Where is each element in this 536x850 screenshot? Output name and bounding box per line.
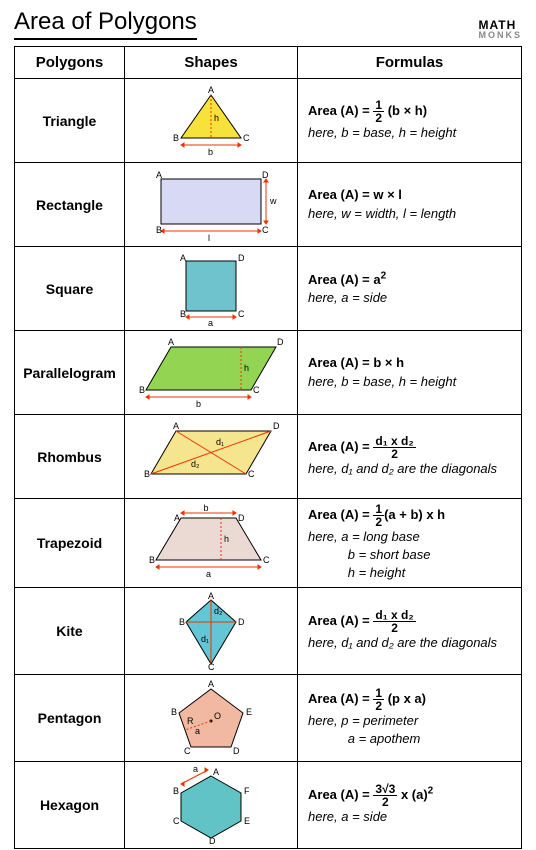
svg-text:R: R xyxy=(187,716,194,726)
svg-text:A: A xyxy=(168,337,174,347)
polygon-formula: Area (A) = 12 (b × h)here, b = base, h =… xyxy=(298,79,522,163)
svg-text:h: h xyxy=(214,113,219,123)
polygon-formula: Area (A) = a2here, a = side xyxy=(298,247,522,331)
table-row: Pentagon OaR A E D C B Area (A) = 12 (p x a)her… xyxy=(15,674,522,761)
svg-text:B: B xyxy=(179,617,185,627)
polygon-formula: Area (A) = d₁ x d₂2here, d₁ and d₂ are t… xyxy=(298,587,522,674)
svg-text:B: B xyxy=(173,133,179,143)
polygon-formula: Area (A) = 12(a + b) x hhere, a = long b… xyxy=(298,499,522,588)
polygon-shape: l w A D B C xyxy=(125,163,298,247)
svg-text:C: C xyxy=(238,309,245,319)
polygon-name: Kite xyxy=(15,587,125,674)
svg-text:b: b xyxy=(203,504,208,513)
svg-text:h: h xyxy=(244,363,249,373)
svg-text:O: O xyxy=(214,711,221,721)
svg-text:D: D xyxy=(238,253,245,263)
svg-text:B: B xyxy=(139,385,145,395)
svg-text:B: B xyxy=(173,786,179,796)
svg-text:B: B xyxy=(149,555,155,565)
polygon-name: Trapezoid xyxy=(15,499,125,588)
table-row: Kite d₂ d₁ A D B C Area (A) = d₁ x d₂2here, d₁ … xyxy=(15,587,522,674)
svg-text:d₂: d₂ xyxy=(191,459,200,469)
polygon-shape: a A D B C xyxy=(125,247,298,331)
polygon-name: Rhombus xyxy=(15,415,125,499)
polygon-formula: Area (A) = 3√32 x (a)2here, a = side xyxy=(298,761,522,848)
svg-text:C: C xyxy=(208,662,215,670)
table-row: Square a A D B C Area (A) = a2here, a = side xyxy=(15,247,522,331)
svg-text:B: B xyxy=(156,225,162,235)
svg-text:B: B xyxy=(180,309,186,319)
svg-text:D: D xyxy=(238,513,245,523)
svg-text:E: E xyxy=(246,707,252,717)
svg-text:D: D xyxy=(238,617,245,627)
svg-text:a: a xyxy=(206,569,211,579)
header-formulas: Formulas xyxy=(298,47,522,79)
svg-text:B: B xyxy=(171,707,177,717)
polygon-name: Parallelogram xyxy=(15,331,125,415)
page-title: Area of Polygons xyxy=(14,8,197,40)
table-row: Rectangle l w A D B C Area (A) = w × lhere, w =… xyxy=(15,163,522,247)
svg-text:A: A xyxy=(180,253,186,263)
svg-text:A: A xyxy=(208,85,214,95)
polygon-name: Triangle xyxy=(15,79,125,163)
polygon-name: Pentagon xyxy=(15,674,125,761)
svg-text:a: a xyxy=(195,726,200,736)
svg-text:A: A xyxy=(173,421,179,431)
table-row: Rhombus d₁ d₂ A D B C Area (A) = d₁ x d₂2here, … xyxy=(15,415,522,499)
svg-text:A: A xyxy=(208,592,214,601)
svg-text:D: D xyxy=(273,421,280,431)
svg-text:F: F xyxy=(244,786,250,796)
svg-text:d₂: d₂ xyxy=(214,606,223,616)
polygon-shape: OaR A E D C B xyxy=(125,674,298,761)
svg-text:a: a xyxy=(193,766,198,774)
polygon-formula: Area (A) = 12 (p x a)here, p = perimeter… xyxy=(298,674,522,761)
polygon-shape: h b A B C xyxy=(125,79,298,163)
svg-text:d₁: d₁ xyxy=(201,634,209,644)
svg-text:d₁: d₁ xyxy=(216,437,224,447)
polygon-table: Polygons Shapes Formulas Triangle h b A B C Ar… xyxy=(14,46,522,849)
svg-text:A: A xyxy=(174,513,180,523)
table-row: Triangle h b A B C Area (A) = 12 (b × h)here, … xyxy=(15,79,522,163)
polygon-shape: d₂ d₁ A D B C xyxy=(125,587,298,674)
polygon-formula: Area (A) = w × lhere, w = width, l = len… xyxy=(298,163,522,247)
table-row: Trapezoid b a h A D B C Area (A) = 12(a + b) x h… xyxy=(15,499,522,588)
svg-text:b: b xyxy=(196,399,201,409)
table-row: Parallelogram h b A D B C Area (A) = b × hhere,… xyxy=(15,331,522,415)
svg-text:D: D xyxy=(209,836,216,844)
svg-text:A: A xyxy=(208,679,214,689)
polygon-name: Rectangle xyxy=(15,163,125,247)
svg-text:D: D xyxy=(277,337,284,347)
svg-text:D: D xyxy=(233,746,240,756)
svg-text:w: w xyxy=(269,196,277,206)
svg-text:C: C xyxy=(173,816,180,826)
svg-text:b: b xyxy=(208,147,213,157)
polygon-shape: d₁ d₂ A D B C xyxy=(125,415,298,499)
svg-text:C: C xyxy=(184,746,191,756)
polygon-formula: Area (A) = b × hhere, b = base, h = heig… xyxy=(298,331,522,415)
svg-text:l: l xyxy=(208,233,210,242)
header-shapes: Shapes xyxy=(125,47,298,79)
svg-text:C: C xyxy=(248,469,255,479)
svg-text:a: a xyxy=(208,318,213,326)
svg-text:A: A xyxy=(156,170,162,180)
svg-text:D: D xyxy=(262,170,269,180)
polygon-shape: a A F E D C B xyxy=(125,761,298,848)
svg-text:C: C xyxy=(253,385,260,395)
table-row: Hexagon a A F E D C B Area (A) = 3√32 x (a)2here… xyxy=(15,761,522,848)
svg-text:B: B xyxy=(144,469,150,479)
svg-text:h: h xyxy=(224,534,229,544)
polygon-name: Hexagon xyxy=(15,761,125,848)
polygon-shape: b a h A D B C xyxy=(125,499,298,588)
svg-text:C: C xyxy=(262,225,269,235)
svg-text:A: A xyxy=(213,767,219,777)
logo-bottom: MONKS xyxy=(479,30,523,40)
header-polygons: Polygons xyxy=(15,47,125,79)
logo: MATH MONKS xyxy=(479,18,523,40)
polygon-shape: h b A D B C xyxy=(125,331,298,415)
svg-text:C: C xyxy=(243,133,250,143)
polygon-formula: Area (A) = d₁ x d₂2here, d₁ and d₂ are t… xyxy=(298,415,522,499)
svg-text:C: C xyxy=(263,555,270,565)
svg-text:E: E xyxy=(244,816,250,826)
polygon-name: Square xyxy=(15,247,125,331)
